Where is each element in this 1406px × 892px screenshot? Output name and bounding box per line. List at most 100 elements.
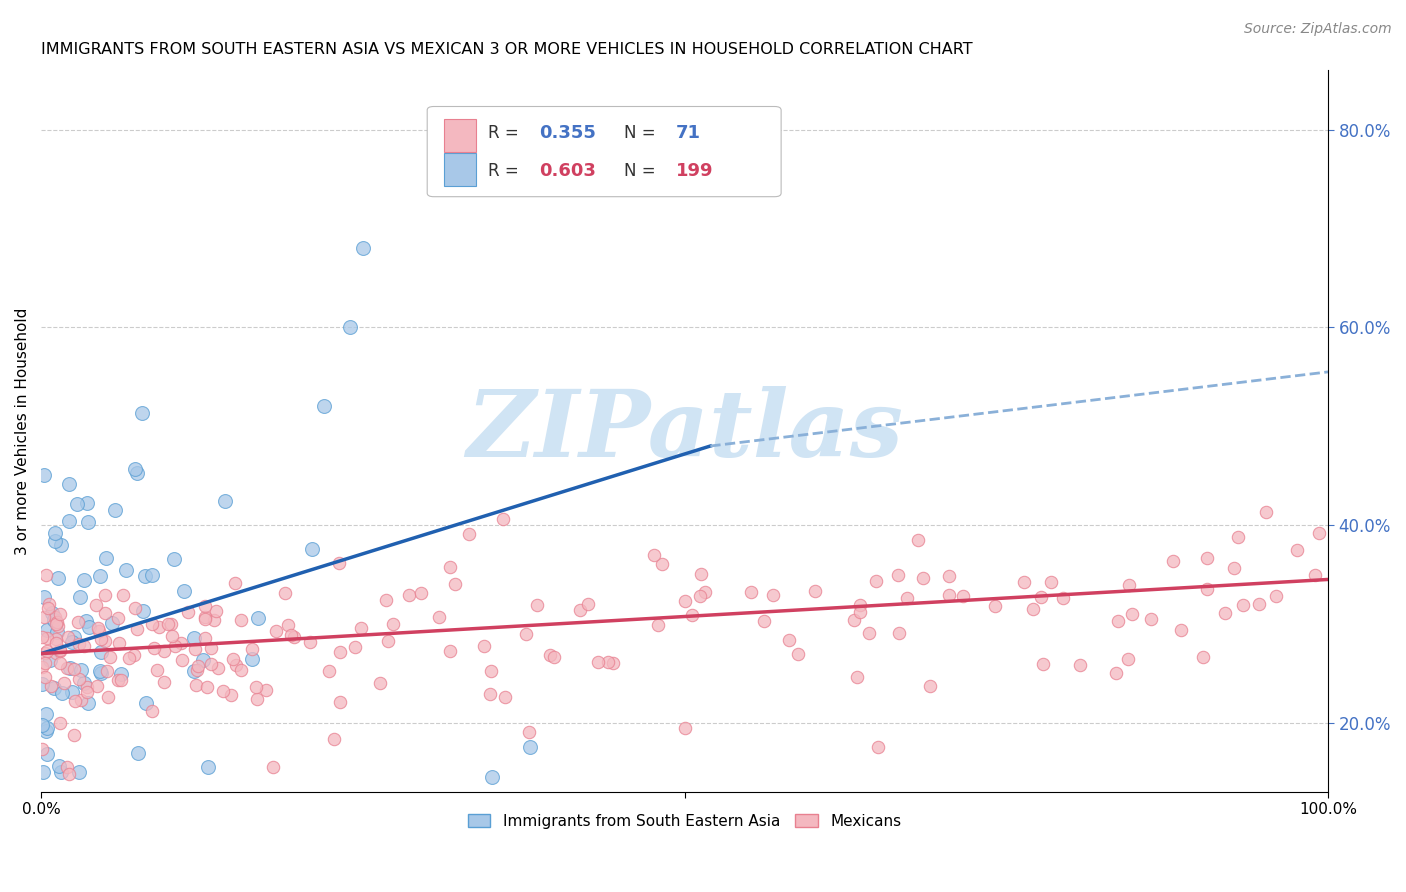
Point [754,614,776,628]
Point [187,658,209,673]
Point [86,679,108,693]
Point [132,604,155,618]
Point [848,598,870,612]
Point [67,672,90,686]
Point [63,728,86,742]
Point [96,665,118,679]
Point [115,563,138,577]
Point [681,608,703,623]
Point [141,616,163,631]
Point [37,600,59,615]
Point [519,724,541,739]
Point [69,664,91,678]
Point [110,666,132,681]
Point [35,568,58,582]
Point [32,468,55,483]
Point [381,617,404,632]
Point [479,664,502,678]
Point [444,577,467,591]
Point [673,594,696,608]
Point [318,664,340,678]
Point [1116,652,1139,666]
Point [329,645,352,659]
Point [262,760,284,774]
Point [1121,607,1143,621]
Point [35,624,58,638]
Point [858,626,880,640]
Point [90,632,112,646]
Point [1032,657,1054,671]
Point [439,644,461,658]
Text: 0.603: 0.603 [538,161,596,179]
Point [207,661,229,675]
Point [866,740,889,755]
Point [107,611,129,625]
Point [194,631,217,645]
Point [576,598,599,612]
Point [153,644,176,658]
Point [76,685,98,699]
Text: R =: R = [488,161,523,179]
Point [651,557,673,571]
Point [45,625,67,640]
Point [70,693,93,707]
Bar [444,119,477,152]
Point [59,661,82,675]
Point [35,721,58,735]
Point [329,695,352,709]
Point [87,624,110,638]
Text: 199: 199 [676,161,713,179]
Point [110,673,132,687]
Point [983,599,1005,613]
Point [45,617,67,632]
Point [34,657,56,671]
Point [352,241,374,255]
Point [887,567,910,582]
Point [1029,590,1052,604]
Point [73,675,96,690]
Point [1139,612,1161,626]
Point [44,609,66,624]
Point [887,626,910,640]
Point [1254,504,1277,518]
Point [93,589,115,603]
Point [277,617,299,632]
Point [35,724,58,739]
Point [31,742,53,756]
Point [76,681,98,695]
Point [1303,567,1326,582]
Point [194,610,217,624]
Point [67,765,90,780]
Point [141,704,163,718]
Point [1052,591,1074,605]
Text: ZIPatlas: ZIPatlas [467,386,903,476]
Point [298,634,321,648]
Point [89,664,111,678]
Point [368,676,391,690]
Point [58,477,80,491]
Point [896,591,918,605]
Point [911,571,934,585]
Point [586,655,609,669]
Point [1107,614,1129,628]
Point [1223,560,1246,574]
Point [94,606,117,620]
Text: IMMIGRANTS FROM SOUTH EASTERN ASIA VS MEXICAN 3 OR MORE VEHICLES IN HOUSEHOLD CO: IMMIGRANTS FROM SOUTH EASTERN ASIA VS ME… [41,42,973,57]
Point [481,770,503,784]
Point [157,617,180,632]
Point [211,683,233,698]
Point [186,664,208,678]
Point [69,590,91,604]
Point [202,613,225,627]
Point [411,586,433,600]
Point [1195,550,1218,565]
Point [51,685,73,699]
Point [543,650,565,665]
Point [31,677,53,691]
Point [90,644,112,658]
Point [274,586,297,600]
Point [375,593,398,607]
Point [63,662,86,676]
Point [1170,623,1192,637]
Point [427,610,450,624]
